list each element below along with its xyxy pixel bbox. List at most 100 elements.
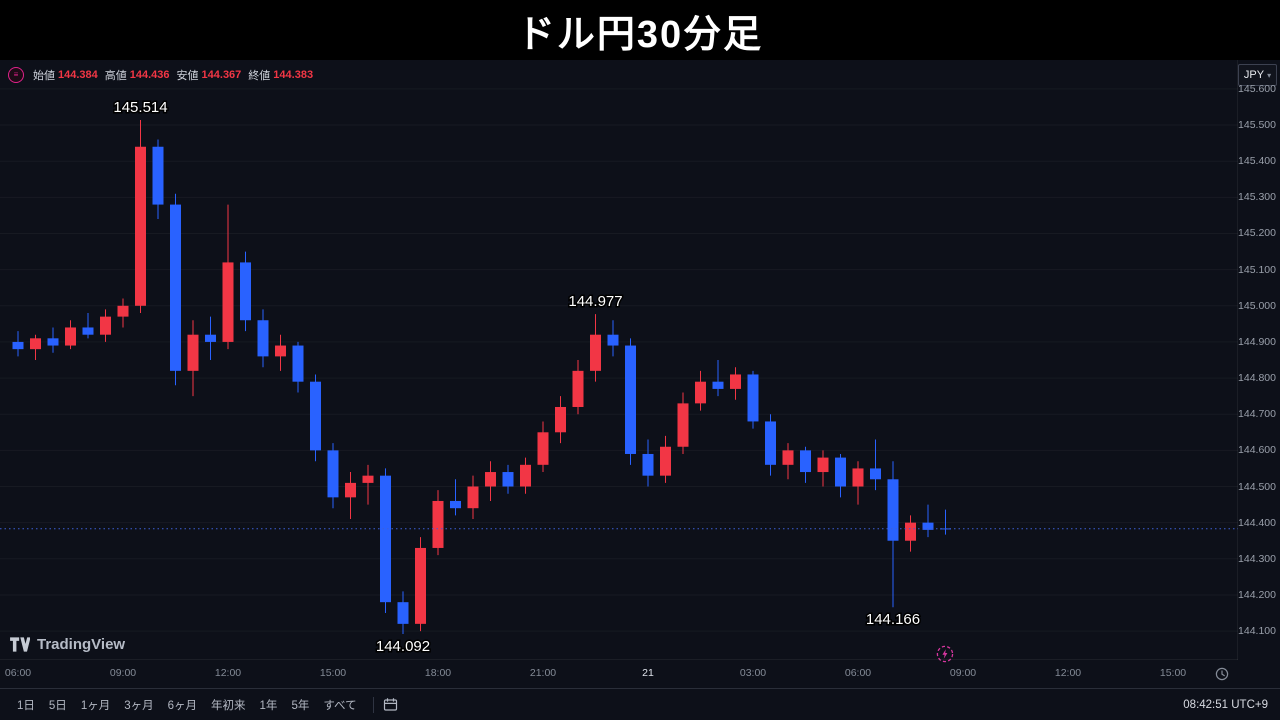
candle[interactable] [572, 360, 584, 415]
range-button-5日[interactable]: 5日 [42, 693, 74, 717]
ohlc-label: 安値 [176, 70, 199, 82]
candle[interactable] [292, 341, 304, 393]
candle[interactable] [852, 461, 864, 505]
candle[interactable] [135, 120, 146, 314]
range-selector: 1日 5日 1ヶ月 3ヶ月 6ヶ月 年初来 1年 5年 すべて [10, 693, 364, 717]
time-axis[interactable]: 06:00 09:00 12:00 15:00 18:00 21:00 21 03:00 06:… [0, 659, 1238, 688]
candle[interactable] [47, 327, 59, 353]
time-tick-label: 09:00 [949, 667, 977, 679]
candle[interactable] [222, 204, 234, 350]
range-button-6ヶ月[interactable]: 6ヶ月 [161, 693, 204, 717]
candle[interactable] [607, 320, 619, 357]
price-tick-label: 145.500 [1238, 119, 1276, 132]
candle[interactable] [397, 591, 409, 634]
ohlc-label: 高値 [104, 70, 127, 82]
candle[interactable] [502, 464, 514, 494]
candle[interactable] [240, 251, 251, 332]
price-tick-label: 144.600 [1238, 444, 1276, 457]
ohlc-legend[interactable]: ≡ 始値 144.384 高値 144.436 安値 144.367 終値 144.383 [8, 67, 313, 83]
candle[interactable] [520, 457, 531, 494]
chevron-down-icon: ▾ [1267, 70, 1272, 80]
candle[interactable] [677, 392, 689, 454]
range-button-1日[interactable]: 1日 [10, 693, 42, 717]
candle[interactable] [870, 439, 881, 491]
candle[interactable] [310, 374, 321, 462]
candle[interactable] [432, 490, 444, 556]
candle[interactable] [730, 367, 741, 400]
candle[interactable] [275, 334, 286, 371]
bottom-toolbar: 1日 5日 1ヶ月 3ヶ月 6ヶ月 年初来 1年 5年 すべて 08:42:51 UTC+9 [0, 688, 1280, 720]
candle[interactable] [152, 139, 164, 220]
time-tick-label: 06:00 [4, 667, 32, 679]
timezone-clock-icon[interactable] [1215, 667, 1229, 681]
candle[interactable] [100, 309, 111, 342]
candle[interactable] [82, 313, 94, 339]
candle[interactable] [362, 464, 374, 505]
price-tick-label: 145.000 [1238, 299, 1276, 312]
range-button-1年[interactable]: 1年 [253, 693, 285, 717]
candle[interactable] [887, 461, 899, 608]
candle[interactable] [205, 316, 216, 360]
currency-selector[interactable]: JPY ▾ [1238, 64, 1277, 86]
candle[interactable] [835, 453, 846, 498]
candle[interactable] [590, 314, 601, 382]
candle[interactable] [12, 331, 24, 357]
candle[interactable] [450, 479, 461, 516]
candle[interactable] [257, 309, 269, 368]
session-clock[interactable]: 08:42:51 UTC+9 [1183, 698, 1268, 711]
candle[interactable] [537, 421, 549, 473]
candle[interactable] [467, 475, 479, 520]
currency-label: JPY [1243, 69, 1265, 81]
candle[interactable] [30, 334, 41, 360]
tradingview-mark-icon [10, 637, 30, 652]
symbol-logo-icon: ≡ [8, 67, 24, 83]
toolbar-divider [372, 696, 374, 713]
price-annotation: 145.514 [113, 99, 167, 116]
ohlc-values: 始値 144.384 高値 144.436 安値 144.367 終値 144.383 [29, 67, 313, 83]
range-button-1ヶ月[interactable]: 1ヶ月 [74, 693, 117, 717]
ohlc-value: 144.384 [58, 69, 98, 81]
candle[interactable] [642, 439, 654, 487]
chart-area[interactable]: 145.514 144.977 144.092 144.166 ≡ 始値 144.384… [0, 60, 1280, 688]
candle[interactable] [817, 450, 829, 487]
candle[interactable] [625, 338, 636, 465]
market-status-icon[interactable] [936, 645, 954, 663]
tradingview-logo[interactable]: TradingView [10, 636, 125, 653]
candle[interactable] [187, 320, 199, 397]
range-button-すべて[interactable]: すべて [316, 693, 363, 717]
candle[interactable] [380, 468, 391, 614]
candle[interactable] [415, 537, 426, 632]
range-button-5年[interactable]: 5年 [284, 693, 316, 717]
price-tick-label: 144.200 [1238, 588, 1276, 601]
price-axis[interactable]: 145.600 145.500 145.400 145.300 145.200 145.1… [1237, 60, 1280, 660]
ohlc-value: 144.367 [201, 69, 242, 81]
title-bar: ドル円30分足 [0, 0, 1280, 60]
candle[interactable] [695, 370, 706, 411]
candle[interactable] [782, 443, 794, 480]
candle[interactable] [327, 443, 339, 509]
candle[interactable] [712, 360, 724, 397]
candle[interactable] [905, 515, 916, 552]
price-tick-label: 144.300 [1238, 552, 1276, 565]
candle[interactable] [800, 446, 811, 483]
candle[interactable] [65, 320, 76, 350]
price-tick-label: 144.400 [1238, 516, 1276, 529]
candle[interactable] [117, 298, 129, 328]
range-button-3ヶ月[interactable]: 3ヶ月 [117, 693, 160, 717]
ohlc-label: 始値 [33, 70, 55, 82]
range-button-年初来[interactable]: 年初来 [204, 693, 253, 717]
page-title: ドル円30分足 [516, 13, 764, 56]
price-tick-label: 144.500 [1238, 480, 1276, 493]
time-tick-label: 12:00 [1054, 667, 1082, 679]
candle[interactable] [660, 435, 671, 483]
candle[interactable] [555, 396, 566, 444]
candle[interactable] [747, 370, 759, 429]
candle[interactable] [765, 414, 776, 476]
candle[interactable] [345, 472, 356, 520]
candle[interactable] [940, 509, 951, 535]
candle[interactable] [922, 504, 934, 538]
candle[interactable] [485, 461, 496, 501]
candlestick-plot[interactable]: 145.514 144.977 144.092 144.166 [0, 60, 1238, 660]
go-to-date-icon[interactable] [383, 697, 398, 712]
candle[interactable] [170, 193, 181, 386]
